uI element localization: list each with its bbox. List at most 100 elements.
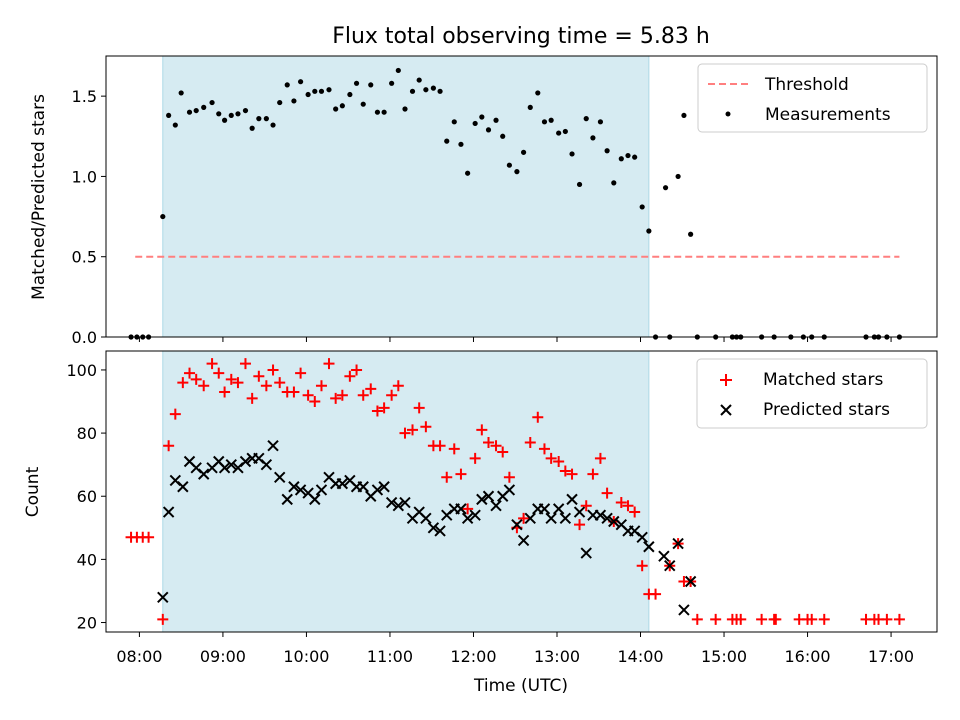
bottom-ytick-label: 40 bbox=[77, 550, 97, 569]
matched-star-point bbox=[818, 613, 830, 625]
measurement-point bbox=[688, 231, 694, 237]
xtick-label: 12:00 bbox=[450, 647, 496, 666]
matched-star-point bbox=[253, 370, 265, 382]
predicted-star-point bbox=[636, 531, 648, 543]
matched-star-point bbox=[587, 468, 599, 480]
measurement-point bbox=[576, 181, 583, 188]
top-ylabel: Matched/Predicted stars bbox=[29, 94, 49, 300]
matched-star-point bbox=[260, 380, 272, 392]
matched-star-point bbox=[532, 411, 544, 423]
measurement-point bbox=[178, 90, 184, 96]
predicted-star-point bbox=[490, 500, 502, 512]
bottom-ytick-label: 60 bbox=[77, 487, 97, 506]
predicted-star-point bbox=[594, 509, 607, 521]
xtick-label: 10:00 bbox=[283, 647, 329, 666]
legend-matched-marker bbox=[720, 374, 732, 386]
matched-star-point bbox=[629, 506, 641, 518]
matched-star-point bbox=[386, 389, 398, 401]
measurement-point bbox=[506, 162, 512, 168]
matched-star-point bbox=[524, 437, 536, 449]
matched-star-point bbox=[594, 452, 606, 464]
measurement-point bbox=[458, 141, 464, 147]
measurement-point bbox=[527, 104, 533, 110]
matched-star-point bbox=[315, 380, 327, 392]
matched-star-point bbox=[232, 377, 244, 389]
matched-star-point bbox=[399, 427, 411, 439]
measurement-point bbox=[500, 133, 506, 139]
predicted-star-point bbox=[643, 541, 655, 553]
measurement-point bbox=[297, 79, 304, 85]
measurement-point bbox=[277, 99, 283, 106]
matched-star-point bbox=[378, 402, 390, 414]
predicted-star-point bbox=[469, 509, 481, 521]
measurement-point bbox=[611, 180, 617, 186]
measurement-point bbox=[381, 109, 387, 115]
measurement-point bbox=[625, 152, 631, 159]
predicted-star-point bbox=[461, 512, 474, 525]
predicted-star-point bbox=[288, 481, 300, 493]
measurement-point bbox=[423, 87, 429, 93]
matched-star-point bbox=[636, 560, 648, 572]
matched-star-point bbox=[225, 373, 237, 385]
predicted-star-point bbox=[658, 550, 670, 562]
matched-star-point bbox=[184, 367, 196, 379]
matched-star-point bbox=[344, 370, 356, 382]
matched-star-point bbox=[893, 613, 905, 625]
measurement-point bbox=[662, 185, 669, 191]
matched-star-point bbox=[553, 456, 565, 468]
measurement-point bbox=[562, 128, 568, 135]
measurement-point bbox=[186, 109, 193, 115]
predicted-star-point bbox=[357, 481, 369, 493]
matched-star-point bbox=[177, 377, 189, 389]
measurement-point bbox=[326, 87, 332, 93]
measurement-point bbox=[193, 107, 199, 114]
matched-star-point bbox=[169, 408, 181, 420]
measurement-point bbox=[389, 80, 395, 86]
measurement-point bbox=[263, 116, 269, 122]
measurement-point bbox=[409, 88, 416, 94]
predicted-star-point bbox=[476, 493, 488, 506]
measurement-point bbox=[353, 80, 360, 86]
legend-measurement-marker bbox=[725, 111, 731, 117]
measurement-point bbox=[201, 104, 207, 110]
predicted-star-point bbox=[385, 496, 398, 509]
measurement-point bbox=[291, 98, 297, 104]
measurement-point bbox=[333, 106, 339, 112]
legend-measurements-label: Measurements bbox=[765, 105, 891, 125]
measurement-point bbox=[681, 112, 687, 119]
predicted-star-point bbox=[545, 512, 557, 525]
matched-star-point bbox=[538, 443, 550, 455]
legend-matched-label: Matched stars bbox=[763, 370, 883, 390]
measurement-point bbox=[270, 122, 276, 128]
measurement-point bbox=[569, 151, 575, 157]
matched-star-point bbox=[650, 588, 662, 600]
predicted-star-point bbox=[198, 468, 210, 480]
measurement-point bbox=[312, 88, 318, 94]
predicted-star-point bbox=[678, 604, 690, 616]
predicted-star-point bbox=[573, 506, 586, 518]
matched-star-point bbox=[503, 471, 515, 483]
xtick-label: 16:00 bbox=[784, 647, 830, 666]
xtick-label: 13:00 bbox=[534, 647, 580, 666]
measurement-point bbox=[347, 91, 353, 98]
matched-star-point bbox=[559, 465, 571, 477]
predicted-star-point bbox=[371, 484, 384, 496]
matched-star-point bbox=[770, 613, 782, 625]
predicted-star-point bbox=[315, 484, 328, 496]
matched-star-point bbox=[691, 613, 703, 625]
predicted-star-point bbox=[524, 512, 536, 525]
matched-star-point bbox=[756, 613, 768, 625]
measurement-point bbox=[416, 77, 422, 83]
xtick-label: 11:00 bbox=[367, 647, 413, 666]
predicted-star-point bbox=[538, 503, 551, 515]
top-ytick-label: 1.5 bbox=[72, 87, 97, 106]
measurement-point bbox=[646, 228, 652, 234]
matched-star-point bbox=[198, 380, 210, 392]
measurement-point bbox=[242, 107, 249, 114]
matched-star-point bbox=[302, 389, 314, 401]
measurement-point bbox=[209, 99, 215, 106]
measurement-point bbox=[639, 204, 645, 210]
top-ytick-label: 0.0 bbox=[72, 328, 97, 347]
predicted-star-point bbox=[281, 493, 293, 506]
matched-star-point bbox=[601, 487, 613, 499]
